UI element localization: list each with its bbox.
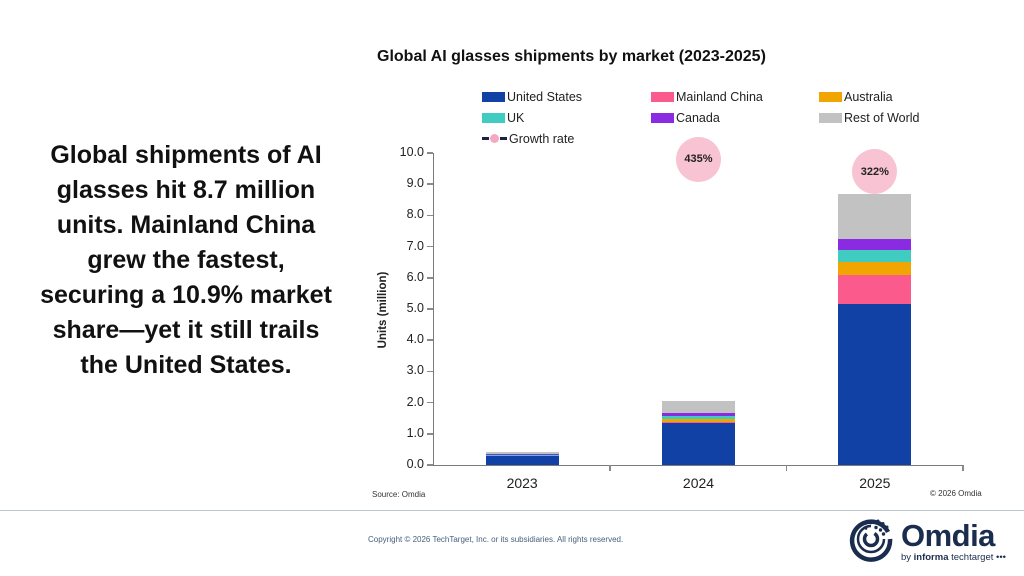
y-tick-label-8.0: 8.0 — [406, 207, 424, 222]
y-tick-mark — [427, 152, 433, 154]
legend-item-uk: UK — [482, 111, 651, 125]
headline-text: Global shipments of AI glasses hit 8.7 m… — [40, 141, 332, 379]
legend-swatch-united-states — [482, 91, 505, 102]
legend-swatch-rest-of-world — [819, 112, 842, 123]
x-tick-label-2024: 2024 — [682, 475, 715, 491]
chart-title: Global AI glasses shipments by market (2… — [377, 48, 766, 65]
tagline-techtarget: techtarget ••• — [948, 551, 1006, 563]
source-note: Source: Omdia — [372, 490, 426, 499]
plot-area: 2023 2024 2025 435% 322% — [427, 136, 964, 491]
y-tick-mark — [427, 433, 433, 435]
y-tick-label-6.0: 6.0 — [406, 269, 424, 284]
footer-copyright: Copyright © 2026 TechTarget, Inc. or its… — [368, 535, 624, 544]
bar-segment-uk-2025 — [838, 249, 912, 263]
legend-item-australia: Australia — [819, 90, 920, 104]
bar-segment-united-states-2024 — [662, 422, 735, 465]
legend-label: Mainland China — [676, 89, 763, 104]
tagline-informa: informa — [913, 551, 949, 563]
legend-label: Canada — [676, 110, 720, 125]
legend-label: Australia — [844, 89, 893, 104]
bar-segment-canada-2024 — [662, 413, 735, 416]
y-tick-label-3.0: 3.0 — [406, 363, 424, 378]
y-tick-label-2.0: 2.0 — [406, 394, 424, 409]
y-tick-mark — [427, 339, 433, 341]
y-tick-mark — [427, 308, 433, 310]
growth-rate-glyph — [482, 134, 507, 143]
bar-segment-mainland-china-2024 — [662, 421, 735, 423]
bar-segment-rest-of-world-2024 — [662, 400, 735, 414]
y-tick-mark — [427, 245, 433, 248]
bar-segment-mainland-china-2025 — [838, 274, 912, 305]
legend-label: UK — [507, 110, 525, 125]
footer-divider — [0, 510, 1024, 511]
y-tick-mark — [427, 464, 433, 466]
x-tick-label-2023: 2023 — [506, 475, 538, 491]
bar-segment-united-states-2025 — [838, 304, 912, 465]
omdia-logo-icon — [847, 515, 895, 568]
legend-item-growth-rate: Growth rate — [482, 132, 651, 146]
y-tick-mark — [427, 370, 433, 373]
omdia-tagline: by informa techtarget ••• — [901, 552, 1006, 563]
x-tick-label-2025: 2025 — [859, 475, 891, 491]
y-tick-label-0.0: 0.0 — [406, 457, 424, 471]
tagline-by: by — [900, 551, 914, 563]
legend-item-united-states: United States — [482, 90, 651, 104]
legend-swatch-uk — [482, 112, 505, 123]
legend-label: Growth rate — [509, 131, 575, 146]
y-tick-mark — [427, 277, 433, 279]
bar-segment-australia-2024 — [662, 419, 735, 422]
chart-copyright: © 2026 Omdia — [930, 489, 982, 498]
growth-bubble-2024: 435% — [676, 136, 721, 182]
bar-segment-australia-2025 — [838, 262, 912, 275]
x-tick-mark — [962, 465, 964, 471]
omdia-logo: Omdia by informa techtarget ••• — [847, 515, 1006, 568]
chart-legend: United States Mainland China Australia UK Ca… — [482, 86, 920, 149]
y-tick-label-7.0: 7.0 — [406, 238, 424, 253]
legend-item-rest-of-world: Rest of World — [819, 111, 920, 125]
growth-bubble-2025: 322% — [852, 149, 898, 195]
y-tick-label-10.0: 10.0 — [399, 145, 424, 159]
bar-segment-united-states-2023 — [485, 455, 559, 465]
y-tick-label-9.0: 9.0 — [406, 176, 424, 191]
legend-swatch-australia — [819, 91, 842, 102]
y-tick-mark — [427, 214, 433, 217]
legend-label: United States — [507, 89, 583, 104]
y-tick-label-1.0: 1.0 — [406, 425, 424, 440]
y-tick-mark — [427, 401, 433, 404]
legend-item-canada: Canada — [651, 111, 819, 125]
bar-segment-canada-2025 — [838, 238, 912, 250]
legend-label: Rest of World — [844, 110, 920, 125]
bar-segment-rest-of-world-2023 — [485, 451, 559, 455]
legend-swatch-mainland-china — [651, 91, 674, 102]
x-tick-mark — [785, 465, 788, 471]
bar-segment-rest-of-world-2025 — [838, 193, 912, 239]
legend-swatch-canada — [651, 112, 674, 123]
x-tick-mark — [609, 465, 611, 471]
bar-segment-uk-2024 — [662, 415, 735, 420]
omdia-wordmark: Omdia — [900, 517, 995, 553]
y-tick-label-5.0: 5.0 — [406, 301, 424, 315]
y-tick-mark — [427, 183, 433, 185]
y-tick-label-4.0: 4.0 — [406, 332, 424, 347]
legend-item-mainland-china: Mainland China — [651, 90, 819, 104]
